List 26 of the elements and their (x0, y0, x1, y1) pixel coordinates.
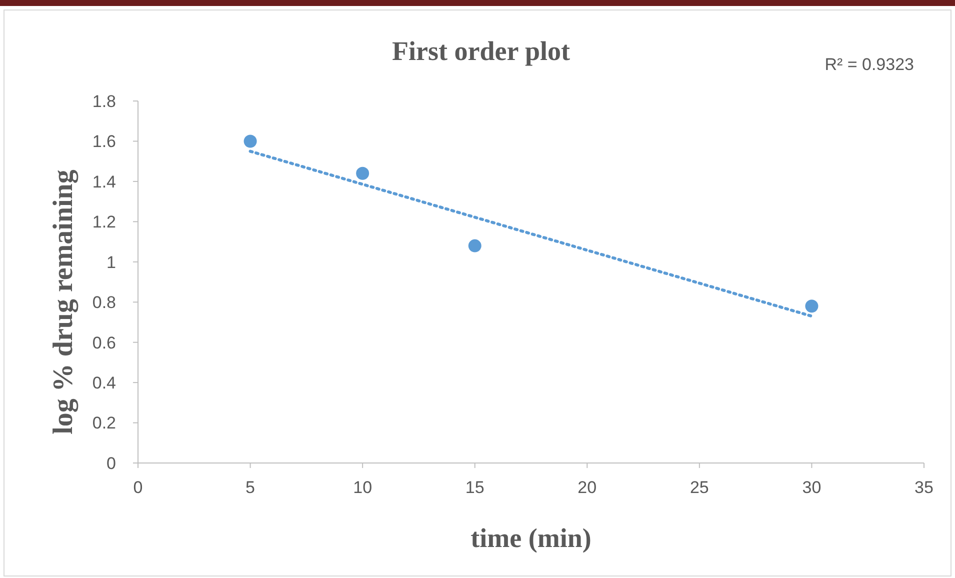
x-tick-label: 25 (690, 478, 709, 497)
y-tick-label: 1.8 (92, 92, 116, 111)
x-tick-label: 20 (578, 478, 597, 497)
x-axis-title: time (min) (470, 523, 592, 553)
y-tick-label: 1.6 (92, 132, 116, 152)
y-tick-label: 1.2 (92, 212, 116, 232)
y-tick-label: 0.8 (92, 293, 116, 312)
y-tick-label: 1.4 (92, 172, 116, 192)
x-tick-label: 0 (133, 478, 143, 497)
y-tick-label: 0.2 (92, 414, 116, 433)
y-tick-label: 1 (106, 252, 116, 272)
y-tick-label: 0 (106, 454, 116, 473)
x-tick-label: 10 (353, 478, 372, 497)
x-tick-label: 15 (465, 478, 484, 497)
y-tick-label: 0.4 (92, 374, 116, 393)
x-tick-label: 35 (914, 478, 934, 497)
point (468, 239, 482, 252)
text: R² = 0.9323 (824, 55, 914, 74)
chart-title: First order plot (392, 36, 570, 66)
point (356, 166, 370, 180)
point (805, 300, 818, 313)
y-axis-title: log % drug remaining (48, 170, 79, 434)
x-tick-label: 30 (802, 478, 822, 497)
x-tick-label: 5 (246, 478, 256, 497)
point (244, 134, 257, 148)
y-tick-label: 0.6 (92, 333, 116, 352)
